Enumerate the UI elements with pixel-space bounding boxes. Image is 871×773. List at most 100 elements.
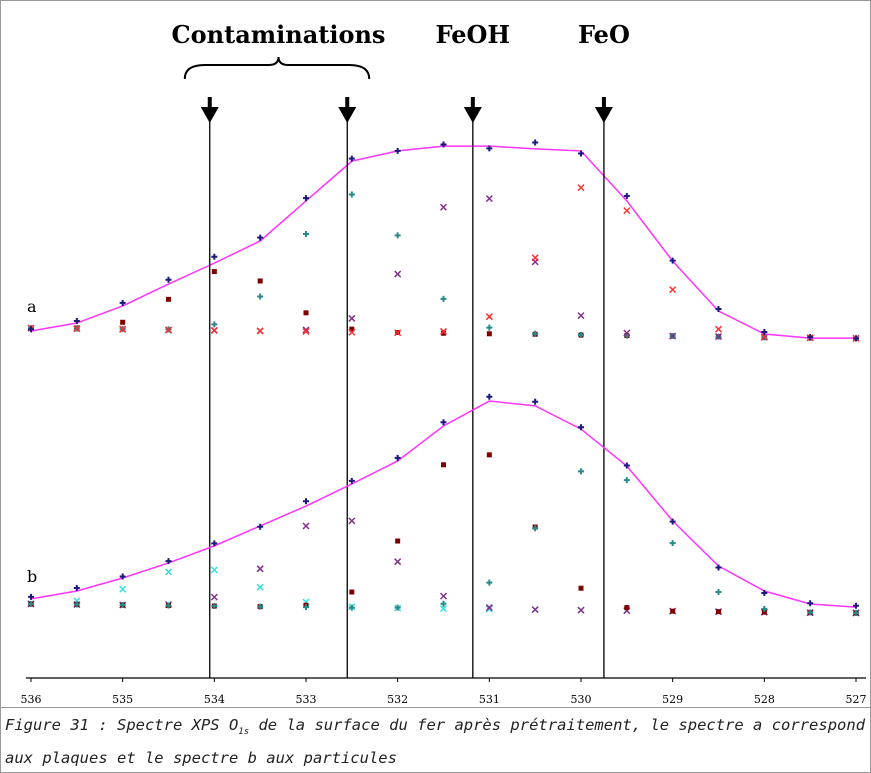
data-point [578, 332, 584, 339]
data-point [486, 324, 493, 331]
data-point [669, 257, 676, 264]
data-point [578, 150, 584, 157]
data-point [302, 327, 310, 335]
component-series [27, 184, 860, 342]
data-point [761, 609, 767, 615]
data-point [623, 329, 631, 337]
data-point [486, 145, 493, 152]
annotation-label: Contaminations [172, 20, 386, 49]
component-series [28, 468, 859, 616]
fit-envelope [30, 400, 857, 608]
data-point [165, 558, 172, 565]
data-point [210, 326, 218, 334]
x-tick-label: 528 [754, 693, 775, 706]
data-point [303, 310, 309, 316]
data-point [485, 195, 493, 203]
x-tick-label: 533 [296, 693, 317, 706]
caption-subscript: 1s [238, 727, 250, 738]
data-point [256, 327, 264, 335]
data-point [211, 603, 218, 610]
data-point [395, 538, 401, 544]
data-point [714, 325, 723, 333]
annotation-label: FeOH [436, 20, 511, 49]
data-point [439, 605, 448, 613]
x-tick-label: 532 [387, 693, 408, 706]
data-point [532, 525, 539, 532]
data-point [348, 517, 356, 525]
data-point [73, 601, 80, 608]
data-point [853, 335, 859, 342]
data-point [441, 462, 446, 468]
data-point [302, 326, 310, 334]
chart: a Contaminations FeOH FeO b 536 535 534 533 532 53… [21, 20, 867, 706]
data-point [394, 147, 401, 154]
component-series [28, 452, 859, 616]
data-point [302, 522, 310, 530]
data-point [394, 270, 402, 278]
component-series [28, 139, 859, 342]
data-point [716, 609, 721, 615]
data-point [714, 333, 723, 341]
data-point [669, 540, 676, 547]
data-point [119, 585, 127, 593]
data-point [439, 203, 448, 211]
data-point [532, 398, 539, 405]
data-point [348, 314, 356, 322]
data-point [624, 605, 630, 611]
data-point [761, 590, 768, 597]
data-point [73, 584, 80, 591]
data-point [257, 234, 264, 241]
data-point [394, 558, 402, 566]
data-point [394, 454, 401, 461]
data-point [303, 195, 309, 202]
data-point [119, 299, 126, 306]
data-point [486, 331, 492, 337]
caption-text: Figure 31 : Spectre XPS O [5, 716, 239, 734]
data-point [257, 603, 264, 610]
data-point [577, 184, 585, 192]
data-point [211, 269, 217, 275]
data-point [807, 334, 814, 341]
data-point [210, 566, 218, 574]
data-point [577, 606, 585, 614]
data-point [164, 568, 173, 576]
arrow-head [338, 107, 357, 123]
x-tick-label: 529 [662, 693, 683, 706]
data-point [623, 462, 630, 469]
data-point [28, 593, 34, 600]
data-point [73, 318, 80, 325]
data-point [669, 286, 677, 294]
data-point [256, 565, 264, 573]
brace [183, 56, 371, 80]
data-point [577, 312, 585, 320]
x-tick-label: 535 [112, 693, 133, 706]
data-point [532, 139, 539, 146]
data-point [211, 253, 218, 260]
data-point [349, 326, 355, 332]
data-point [394, 604, 401, 611]
data-point [715, 589, 722, 596]
data-point [394, 329, 402, 337]
data-point [623, 193, 630, 200]
data-point [715, 564, 722, 571]
data-point [211, 321, 218, 328]
fit-envelope [30, 145, 856, 339]
data-point [119, 602, 126, 609]
data-point [761, 328, 768, 335]
data-point [166, 296, 171, 302]
data-point [303, 498, 309, 505]
data-point [257, 523, 264, 530]
data-point [440, 295, 447, 302]
data-point [303, 231, 309, 238]
data-point [486, 579, 493, 586]
x-tick-label: 534 [204, 693, 225, 706]
data-point [348, 477, 355, 484]
data-point [165, 602, 172, 609]
data-point [807, 609, 814, 616]
data-point [578, 424, 584, 431]
data-point [715, 306, 722, 313]
data-point [164, 326, 173, 334]
data-point [440, 600, 447, 607]
data-point [120, 319, 126, 325]
